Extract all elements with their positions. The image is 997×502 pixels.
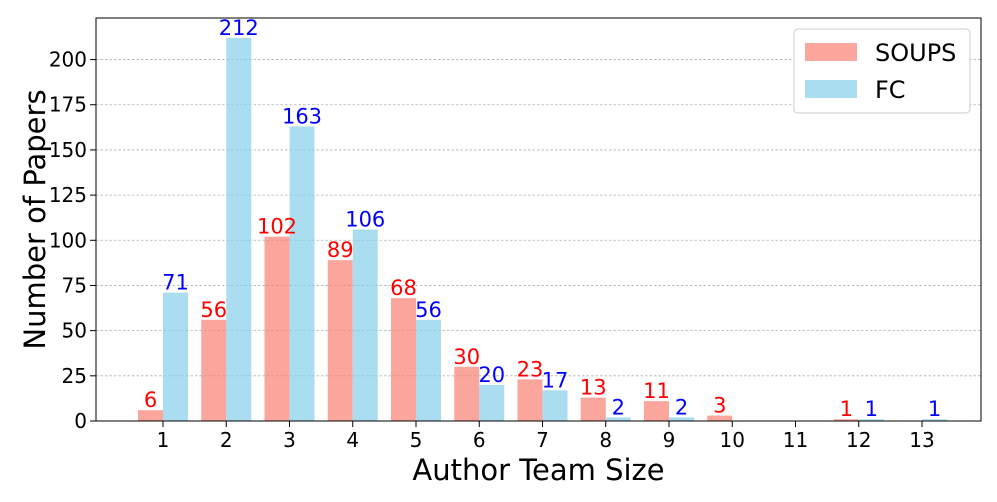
- bar-label-soups: 11: [643, 379, 670, 403]
- bar-label-fc: 1: [928, 397, 941, 421]
- bar-label-fc: 212: [219, 16, 259, 40]
- y-tick-label: 125: [49, 183, 87, 207]
- legend: SOUPS FC: [793, 28, 971, 114]
- x-tick-label: 2: [220, 428, 233, 452]
- legend-label-soups: SOUPS: [875, 39, 956, 67]
- bar-fc: [858, 419, 884, 421]
- bar-fc: [416, 319, 441, 421]
- x-axis-title: Author Team Size: [412, 453, 664, 487]
- x-tick-label: 6: [473, 428, 486, 452]
- bar-fc: [669, 417, 694, 421]
- bar-fc: [226, 37, 252, 421]
- bar-label-soups: 13: [580, 376, 607, 400]
- y-tick-label: 100: [49, 228, 87, 252]
- bar-label-soups: 3: [713, 394, 726, 418]
- y-tick-label: 200: [49, 48, 87, 72]
- x-tick-label: 5: [410, 428, 423, 452]
- bar-label-soups: 68: [390, 276, 417, 300]
- bars: [138, 37, 947, 422]
- bar-label-soups: 30: [453, 345, 480, 369]
- bar-soups: [517, 379, 543, 421]
- x-tick-label: 4: [346, 428, 359, 452]
- bar-label-soups: 102: [257, 215, 297, 239]
- bar-soups: [833, 419, 859, 421]
- bar-label-fc: 163: [282, 104, 322, 128]
- y-tick-label: 0: [74, 409, 87, 433]
- bar-label-soups: 23: [517, 357, 544, 381]
- x-tick-label: 9: [663, 428, 676, 452]
- bar-label-fc: 17: [542, 368, 569, 392]
- bar-soups: [138, 410, 163, 421]
- bar-fc: [289, 126, 315, 422]
- y-tick-label: 175: [49, 93, 87, 117]
- x-tick-label: 7: [536, 428, 549, 452]
- bar-soups: [644, 401, 669, 421]
- legend-swatch-soups: [805, 43, 857, 61]
- y-tick-label: 25: [62, 364, 87, 388]
- bar-soups: [707, 415, 733, 421]
- bar-label-fc: 2: [675, 395, 688, 419]
- x-tick-label: 8: [599, 428, 612, 452]
- bar-soups: [264, 236, 290, 421]
- bar-label-fc: 20: [478, 363, 505, 387]
- y-tick-label: 50: [62, 319, 87, 343]
- bar-fc: [542, 390, 568, 421]
- bar-fc: [605, 417, 631, 421]
- x-tick-label: 10: [720, 428, 745, 452]
- bar-fc: [163, 292, 188, 421]
- x-tick-label: 3: [283, 428, 296, 452]
- legend-swatch-fc: [805, 80, 857, 98]
- y-axis: 0 25 50 75 100 125 150 175 200: [49, 48, 96, 433]
- y-tick-label: 75: [62, 273, 87, 297]
- bar-label-soups: 56: [200, 298, 227, 322]
- bar-fc: [922, 419, 947, 421]
- x-tick-label: 1: [157, 428, 170, 452]
- x-tick-label: 13: [909, 428, 934, 452]
- plot-frame: [95, 17, 982, 422]
- bar-label-fc: 106: [345, 207, 385, 231]
- legend-label-fc: FC: [875, 76, 906, 104]
- bar-label-fc: 2: [612, 395, 625, 419]
- bar-label-fc: 71: [162, 271, 189, 295]
- x-axis: 1 2 3 4 5 6 7 8 9 10 11 12 13: [157, 421, 935, 452]
- bar-fc: [479, 384, 505, 421]
- bar-soups: [201, 319, 227, 421]
- bar-soups: [327, 260, 353, 421]
- x-tick-label: 11: [783, 428, 808, 452]
- bar-label-fc: 1: [865, 397, 878, 421]
- bar-label-soups: 6: [144, 388, 157, 412]
- bar-label-soups: 89: [327, 238, 354, 262]
- bar-soups: [454, 366, 480, 421]
- bar-soups: [391, 298, 416, 421]
- bar-soups: [580, 397, 606, 421]
- y-tick-label: 150: [49, 138, 87, 162]
- y-axis-title: Number of Papers: [18, 89, 52, 349]
- bar-label-soups: 1: [840, 397, 853, 421]
- bar-label-fc: 56: [415, 298, 442, 322]
- bar-fc: [352, 229, 378, 421]
- x-tick-label: 12: [846, 428, 871, 452]
